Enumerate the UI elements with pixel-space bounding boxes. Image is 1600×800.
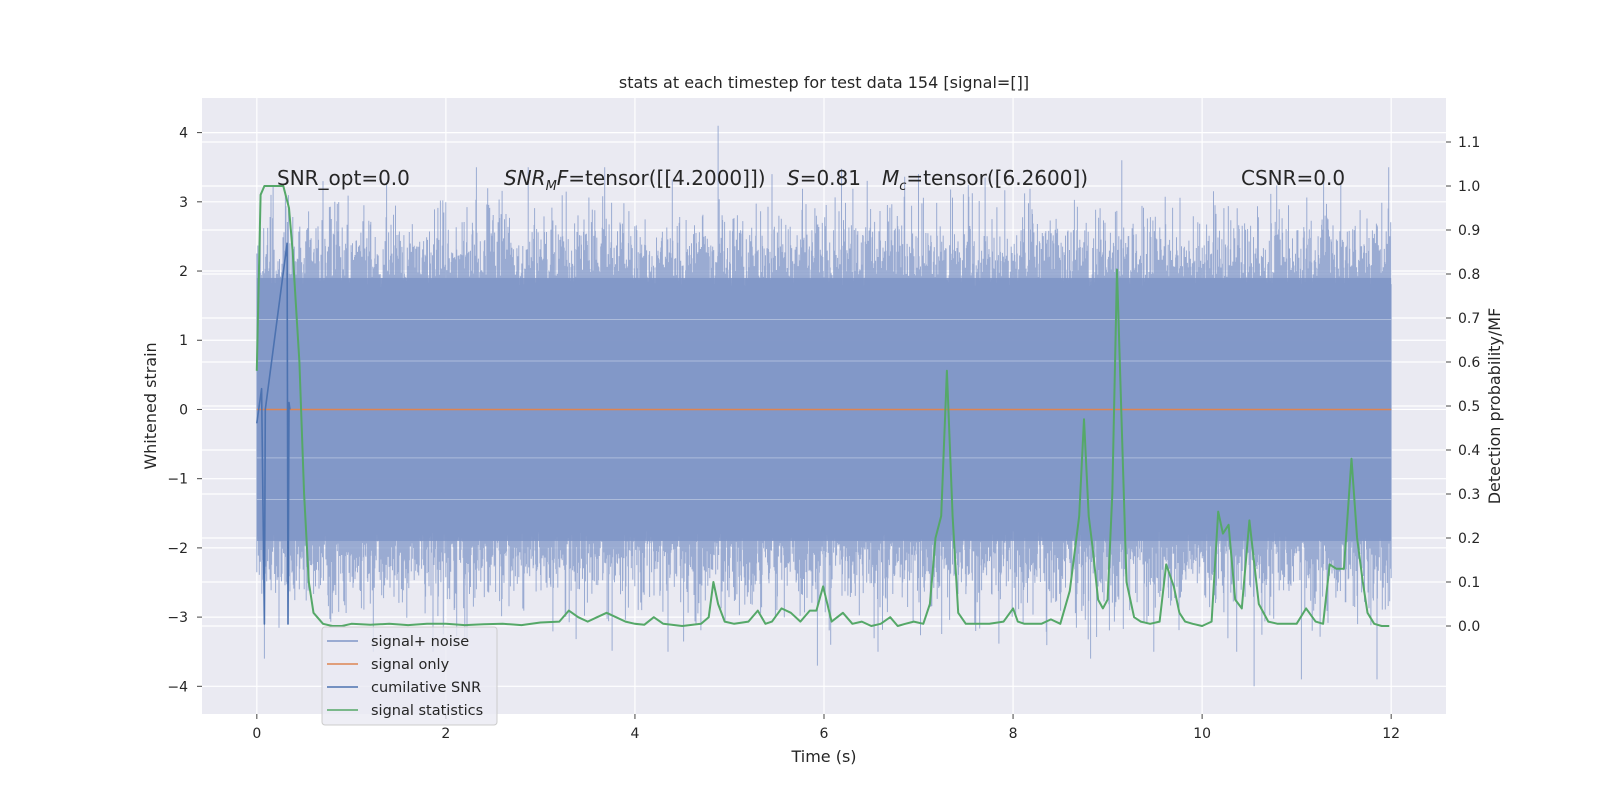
y-tick-label-left: 1: [179, 333, 188, 349]
y-axis-label-right: Detection probability/MF: [1485, 308, 1504, 505]
series-lines: [255, 185, 1392, 627]
y-tick-label-right: 0.5: [1458, 399, 1480, 415]
y-tick-label-right: 0.0: [1458, 619, 1480, 635]
y-tick-label-right: 0.7: [1458, 311, 1480, 327]
legend-box: [321, 626, 498, 726]
annotation-csnr: CSNR=0.0: [1241, 166, 1345, 190]
y-tick-label-right: 0.2: [1458, 531, 1480, 547]
y-tick-label-right: 1.1: [1458, 135, 1480, 151]
legend-label-cumulative-snr: cumilative SNR: [371, 680, 481, 696]
y-tick-label-left: 0: [179, 402, 188, 418]
y-tick-label-left: −2: [167, 541, 188, 557]
axis-ticks: 0 2 4 6 8 10 12−4−3−2−1012340.00.10.20.30.40.5…: [167, 126, 1480, 742]
chart-title: stats at each timestep for test data 154…: [619, 73, 1029, 92]
series-signal-statistics: [255, 185, 1390, 627]
y-axis-label-left: Whitened strain: [141, 342, 160, 469]
annotation-mc: Mc=tensor([6.2600]): [882, 166, 1088, 194]
y-tick-label-right: 0.1: [1458, 575, 1480, 591]
y-tick-label-left: 2: [179, 264, 188, 280]
y-tick-label-right: 0.9: [1458, 223, 1480, 239]
y-tick-label-left: −1: [167, 472, 188, 488]
x-tick-label: 0: [252, 726, 261, 742]
y-tick-label-left: 4: [179, 126, 188, 142]
x-tick-label: 8: [1009, 726, 1018, 742]
x-tick-label: 2: [441, 726, 450, 742]
annotation-s: S=0.81: [787, 166, 861, 190]
x-tick-label: 4: [630, 726, 639, 742]
y-tick-label-right: 0.8: [1458, 267, 1480, 283]
annotation-snr-opt: SNR_opt=0.0: [277, 166, 410, 190]
y-tick-label-right: 1.0: [1458, 179, 1480, 195]
x-tick-label: 12: [1382, 726, 1400, 742]
x-axis-label: Time (s): [790, 747, 856, 766]
y-tick-label-left: −4: [167, 679, 188, 695]
series-cumulative-snr: [256, 242, 291, 625]
x-tick-label: 6: [820, 726, 829, 742]
annotation-snr-mf: SNRMF=tensor([[4.2000]]): [504, 166, 766, 194]
legend-label-signal-noise: signal+ noise: [371, 634, 469, 650]
y-tick-label-right: 0.3: [1458, 487, 1480, 503]
legend: signal+ noise signal only cumilative SNR…: [321, 626, 498, 726]
x-tick-label: 10: [1193, 726, 1211, 742]
y-tick-label-left: −3: [167, 610, 188, 626]
legend-label-signal-only: signal only: [371, 657, 450, 673]
y-tick-label-right: 0.4: [1458, 443, 1480, 459]
legend-label-signal-statistics: signal statistics: [371, 703, 483, 719]
y-tick-label-left: 3: [179, 195, 188, 211]
y-tick-label-right: 0.6: [1458, 355, 1480, 371]
